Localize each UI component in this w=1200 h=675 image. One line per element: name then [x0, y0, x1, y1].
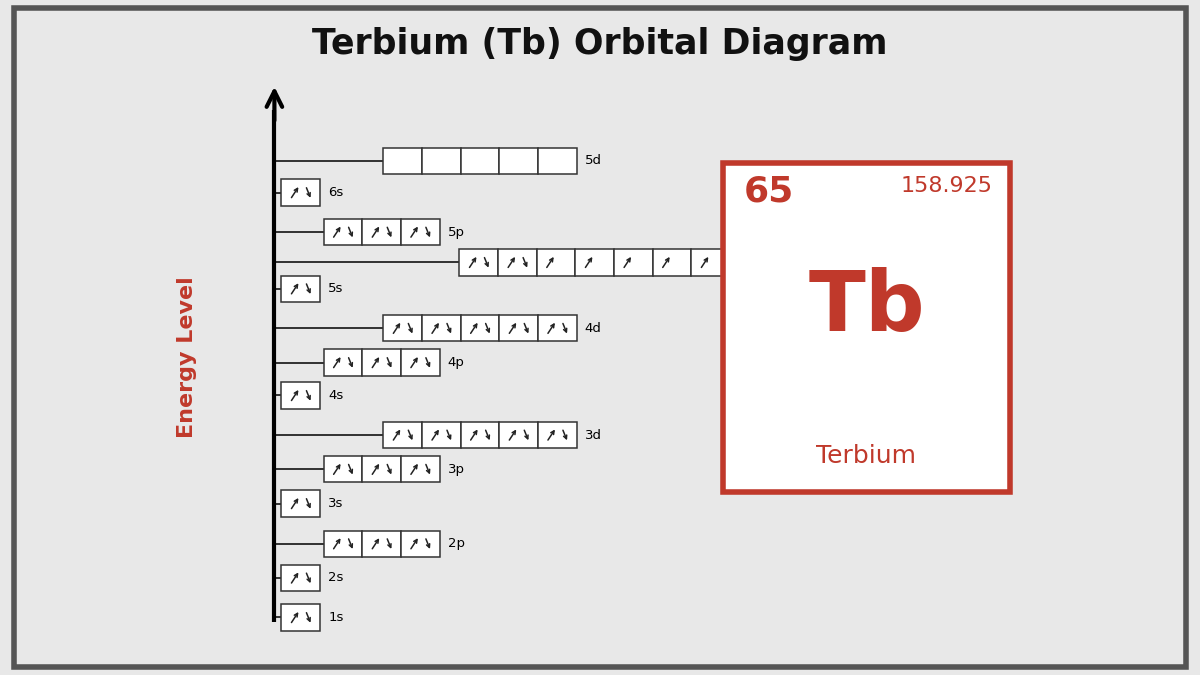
Text: 65: 65 [744, 175, 794, 209]
Text: 4f: 4f [738, 256, 751, 269]
Bar [282, 490, 320, 516]
Bar [538, 148, 576, 174]
Bar [401, 219, 439, 245]
Bar [324, 456, 362, 483]
Text: 5p: 5p [448, 225, 464, 238]
Text: 158.925: 158.925 [900, 176, 992, 196]
Bar [536, 249, 576, 275]
Bar [324, 219, 362, 245]
Text: 4s: 4s [329, 389, 343, 402]
Text: 2p: 2p [448, 537, 464, 550]
Bar [401, 531, 439, 557]
Bar [422, 422, 461, 448]
Bar [362, 531, 401, 557]
Bar [499, 422, 538, 448]
Bar [422, 315, 461, 342]
Bar [722, 163, 1010, 492]
Bar [383, 315, 422, 342]
Bar [401, 456, 439, 483]
Bar [383, 422, 422, 448]
Bar [324, 350, 362, 376]
Bar [538, 315, 576, 342]
Bar [383, 148, 422, 174]
Bar [282, 382, 320, 408]
Text: 4p: 4p [448, 356, 464, 369]
Bar [653, 249, 691, 275]
Text: 6s: 6s [329, 186, 343, 199]
Bar [461, 148, 499, 174]
Bar [282, 275, 320, 302]
Bar [324, 531, 362, 557]
Bar [691, 249, 730, 275]
Bar [461, 422, 499, 448]
Text: Terbium (Tb) Orbital Diagram: Terbium (Tb) Orbital Diagram [312, 27, 888, 61]
Text: 1s: 1s [329, 611, 343, 624]
Text: 3p: 3p [448, 463, 464, 476]
Bar [498, 249, 536, 275]
Bar [461, 315, 499, 342]
Bar [282, 180, 320, 206]
Bar [499, 148, 538, 174]
Bar [362, 219, 401, 245]
Text: Terbium: Terbium [816, 444, 917, 468]
Bar [362, 456, 401, 483]
Text: 5d: 5d [584, 155, 601, 167]
Bar [282, 604, 320, 630]
Bar [614, 249, 653, 275]
Text: 3d: 3d [584, 429, 601, 441]
Bar [460, 249, 498, 275]
Bar [422, 148, 461, 174]
Text: Tb: Tb [808, 267, 925, 348]
Bar [282, 565, 320, 591]
Text: 4d: 4d [584, 322, 601, 335]
Bar [576, 249, 614, 275]
Text: 5s: 5s [329, 282, 343, 295]
Bar [538, 422, 576, 448]
Text: 3s: 3s [329, 497, 343, 510]
Bar [362, 350, 401, 376]
Bar [499, 315, 538, 342]
Text: Energy Level: Energy Level [176, 276, 197, 438]
Bar [401, 350, 439, 376]
Text: 2s: 2s [329, 572, 343, 585]
